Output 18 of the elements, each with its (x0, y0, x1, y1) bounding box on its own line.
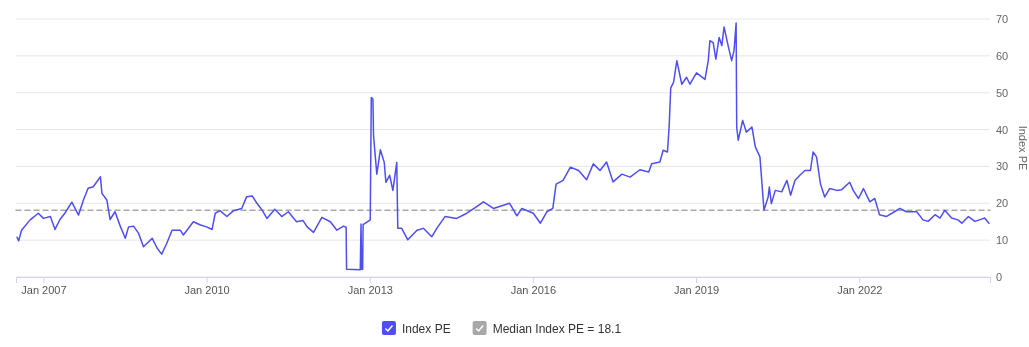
x-tick-label: Jan 2022 (837, 283, 883, 296)
y-tick-label: 40 (996, 123, 1009, 136)
y-tick-label: 0 (996, 271, 1003, 284)
legend-label: Index PE (401, 321, 451, 336)
x-tick-label: Jan 2007 (21, 283, 67, 296)
y-tick-label: 60 (996, 49, 1009, 62)
y-tick-label: 70 (996, 13, 1009, 26)
x-tick-label: Jan 2016 (510, 283, 556, 296)
legend-label: Median Index PE = 18.1 (492, 321, 622, 336)
y-tick-label: 10 (996, 234, 1009, 247)
x-tick-label: Jan 2010 (184, 283, 230, 296)
y-tick-label: 20 (996, 197, 1009, 210)
y-tick-label: 50 (996, 86, 1009, 99)
line-series (16, 22, 990, 271)
y-axis-title: Index PE (1017, 125, 1029, 171)
x-tick-label: Jan 2019 (673, 283, 720, 296)
y-tick-label: 30 (996, 160, 1009, 173)
x-tick-label: Jan 2013 (347, 283, 393, 296)
